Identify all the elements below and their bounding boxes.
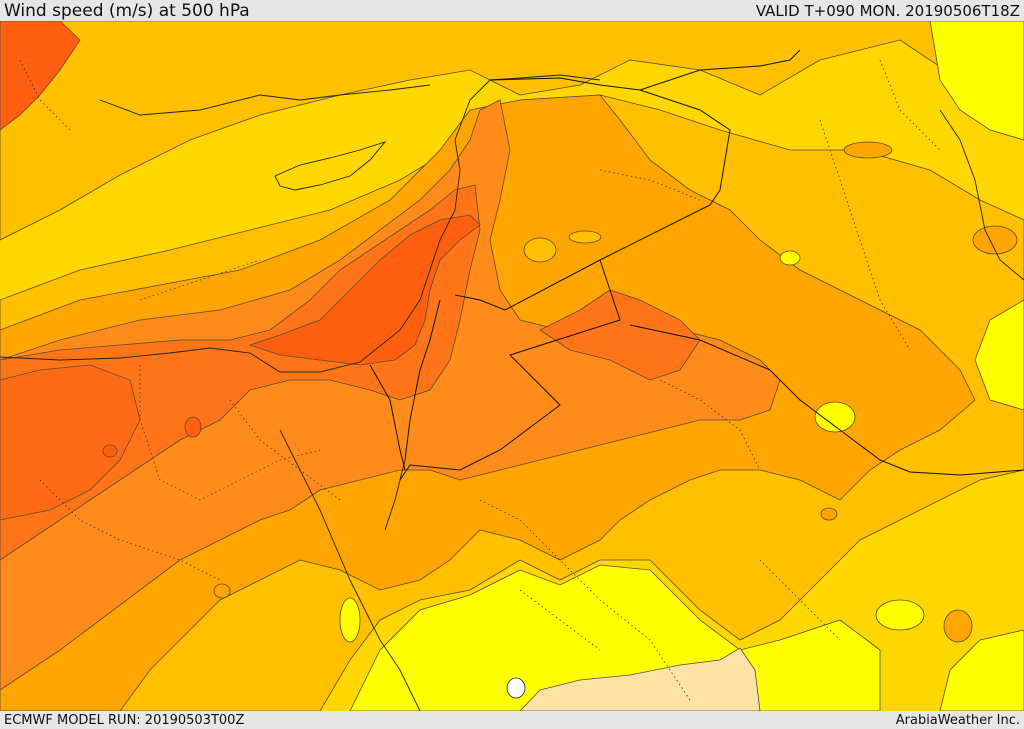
admin-lines — [19, 59, 941, 701]
band-core-west — [0, 364, 141, 521]
coastline-persian-gulf — [939, 109, 1024, 281]
band-core-northwest — [0, 21, 81, 131]
wind-speed-map[interactable] — [0, 21, 1024, 711]
band-yellow-southeast — [939, 629, 1024, 711]
band-yellow-northeast — [929, 21, 1024, 141]
blob — [972, 225, 1018, 255]
blob — [102, 444, 118, 458]
blob — [184, 416, 202, 438]
coastline-gulf-aqaba — [384, 459, 406, 531]
blob — [875, 599, 925, 631]
coastline-cyprus — [274, 141, 387, 191]
band-core — [248, 214, 481, 366]
map-header: Wind speed (m/s) at 500 hPa VALID T+090 … — [0, 0, 1024, 21]
white-patch — [506, 677, 526, 699]
band-red-orange — [0, 184, 481, 561]
blob — [339, 597, 361, 643]
blob — [523, 237, 557, 263]
band-yellow-east — [974, 299, 1024, 411]
model-run-label: ECMWF MODEL RUN: 20190503T00Z — [4, 712, 245, 728]
blob — [568, 230, 602, 244]
coastline-red-sea — [279, 429, 421, 711]
credit-label: ArabiaWeather Inc. — [895, 712, 1020, 728]
blob — [779, 250, 801, 266]
map-title: Wind speed (m/s) at 500 hPa — [4, 0, 250, 21]
blob — [843, 141, 893, 159]
blob — [820, 507, 838, 521]
blob — [814, 401, 856, 433]
border-lines — [369, 49, 1024, 481]
map-footer: ECMWF MODEL RUN: 20190503T00Z ArabiaWeat… — [0, 711, 1024, 729]
valid-time-label: VALID T+090 MON. 20190506T18Z — [755, 1, 1020, 20]
blob — [213, 583, 231, 599]
coastline-turkey — [99, 84, 431, 116]
coastline-mediterranean — [0, 74, 601, 373]
band-lightest — [519, 647, 761, 711]
blob — [943, 609, 973, 643]
